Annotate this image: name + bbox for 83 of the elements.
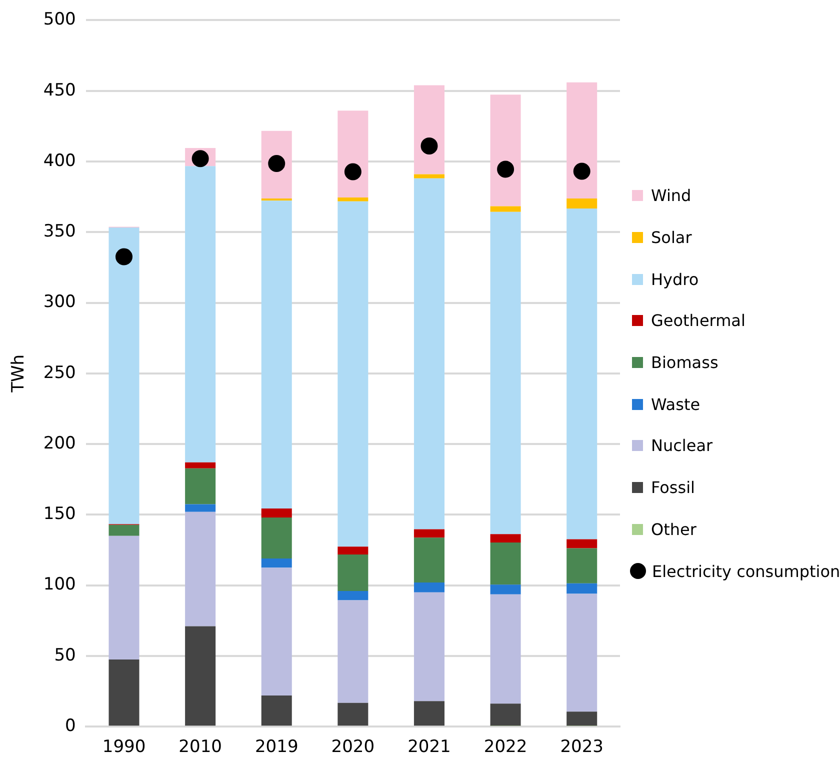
bar: [566, 208, 598, 540]
bar: [108, 659, 140, 726]
y-tick-label: 250: [43, 362, 76, 383]
bar: [490, 94, 521, 206]
legend-label: Geothermal: [651, 311, 746, 330]
bar: [185, 504, 216, 512]
bar: [261, 508, 292, 518]
bar: [185, 626, 216, 726]
bar: [566, 712, 598, 726]
bar: [490, 534, 521, 543]
y-tick-label: 350: [43, 222, 76, 242]
bar: [414, 178, 444, 530]
y-tick-label: 400: [43, 150, 76, 171]
point: [420, 137, 438, 154]
bar: [338, 600, 368, 703]
bar: [566, 539, 598, 548]
legend-label: Solar: [651, 228, 692, 248]
bar: [185, 468, 216, 504]
y-tick-label: 100: [43, 574, 76, 595]
legend-label: Wind: [651, 186, 692, 206]
bar: [490, 584, 521, 594]
bar: [566, 548, 598, 584]
bar: [108, 227, 140, 524]
bar: [414, 538, 444, 582]
bar: [338, 554, 368, 591]
x-tick-label: 2019: [254, 737, 298, 758]
point: [116, 248, 132, 266]
bar: [338, 198, 368, 202]
bar: [108, 536, 140, 660]
bar: [566, 198, 598, 209]
y-tick-label: 450: [43, 80, 76, 100]
point: [344, 163, 362, 180]
bar: [490, 594, 521, 704]
bar: [490, 206, 521, 212]
legend-label: Fossil: [651, 478, 695, 498]
x-tick-label: 2020: [331, 737, 375, 758]
y-tick-label: 150: [43, 504, 76, 524]
bar: [338, 110, 368, 198]
bar: [490, 212, 521, 534]
bar: [108, 524, 140, 536]
bar: [185, 512, 216, 626]
bar: [414, 582, 444, 592]
bar: [414, 174, 444, 178]
y-tick-label: 50: [54, 645, 76, 666]
bar: [261, 518, 292, 558]
bar: [490, 704, 521, 726]
bar: [261, 696, 292, 726]
legend-label: Electricity consumption: [652, 562, 840, 581]
bar: [566, 594, 598, 712]
x-tick-label: 2021: [408, 737, 451, 758]
bar: [261, 558, 292, 568]
legend-label: Biomass: [651, 353, 718, 372]
bar: [261, 198, 292, 201]
bar: [414, 592, 444, 702]
bar: [338, 201, 368, 547]
y-axis-title: TWh: [8, 354, 29, 394]
legend-label: Hydro: [651, 270, 699, 289]
x-tick-label: 2022: [484, 737, 528, 758]
x-tick-label: 2010: [178, 737, 222, 758]
point: [573, 162, 590, 180]
y-tick-label: 500: [43, 10, 76, 30]
bar: [185, 462, 216, 468]
bar: [261, 568, 292, 696]
x-tick-label: 2023: [560, 737, 604, 758]
bar: [566, 583, 598, 594]
x-tick-label: 1990: [102, 737, 146, 758]
y-tick-label: 200: [43, 433, 76, 454]
legend-label: Nuclear: [651, 436, 713, 456]
bar: [414, 701, 444, 726]
bar: [566, 82, 598, 198]
y-tick-label: 300: [43, 292, 76, 312]
legend-label: Other: [651, 520, 696, 539]
bar: [261, 200, 292, 508]
y-tick-label: 0: [65, 716, 76, 736]
point: [497, 160, 514, 178]
legend-label: Waste: [651, 394, 700, 414]
bar: [185, 166, 216, 462]
bar: [338, 546, 368, 555]
bar: [338, 702, 368, 726]
bar: [338, 590, 368, 600]
bar: [414, 529, 444, 538]
bar: [490, 542, 521, 585]
bar: [414, 85, 444, 174]
